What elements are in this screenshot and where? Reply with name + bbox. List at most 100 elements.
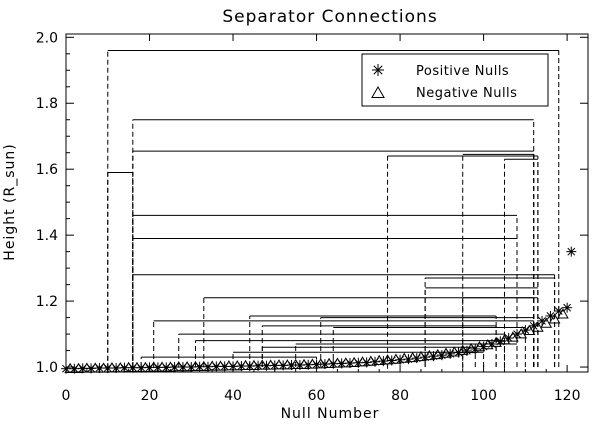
x-tick-label: 40 [224,388,242,404]
positive-null-point [261,360,272,371]
positive-null-point [545,310,556,321]
separator-connection [132,237,518,369]
asterisk-stroke [270,361,279,370]
separator-connection [132,150,535,369]
asterisk-stroke [429,352,438,361]
asterisk-stroke [279,361,288,370]
y-tick-label: 1.4 [36,228,58,244]
positive-null-point [219,361,230,372]
negative-null-point [264,359,277,370]
asterisk-stroke [245,362,254,370]
positive-null-point [453,347,464,358]
positive-null-point [428,351,439,362]
positive-null-point [303,359,314,370]
positive-null-point [319,359,330,370]
positive-null-point [553,305,564,316]
x-axis-title: Null Number [281,406,380,422]
positive-null-point [336,358,347,369]
asterisk-stroke [488,340,496,348]
negative-null-point [339,357,352,368]
asterisk-stroke [379,357,388,366]
negative-null-point [256,359,269,370]
negative-null-point [281,359,294,370]
y-axis-ticks: 1.0 1.2 1.4 1.6 1.8 2.0 [36,30,588,376]
asterisk-stroke [404,355,413,364]
positive-null-point [361,357,372,368]
asterisk-stroke [446,349,455,358]
asterisk-stroke [321,360,329,368]
positive-null-point [370,356,381,367]
asterisk-stroke [95,364,104,372]
negative-null-point [189,360,202,371]
positive-null-point [562,302,573,313]
asterisk-stroke [337,359,346,368]
asterisk-stroke [563,303,572,312]
negative-null-point [181,361,193,372]
positive-null-point [566,246,577,257]
asterisk-stroke [463,347,471,355]
negative-null-point [557,308,569,319]
negative-null-point [131,361,143,372]
asterisk-stroke [112,364,121,372]
asterisk-stroke [373,65,383,75]
asterisk-stroke [529,321,538,330]
negative-null-point [331,357,344,368]
negative-null-point [465,342,477,354]
x-tick-label: 0 [62,388,71,404]
negative-null-point [239,359,252,370]
asterisk-stroke [262,361,271,370]
asterisk-stroke [396,355,404,364]
asterisk-stroke [137,363,146,372]
asterisk-stroke [170,363,179,371]
separator-connection [503,158,539,369]
asterisk-stroke [70,364,79,373]
asterisk-stroke [120,363,129,372]
asterisk-stroke [454,348,463,357]
asterisk-stroke [78,364,87,373]
asterisk-stroke [204,362,212,371]
positive-null-point [328,358,339,369]
positive-null-point [495,336,506,347]
asterisk-stroke [567,247,576,256]
positive-null-point [411,353,422,364]
negative-null-point [273,359,285,370]
asterisk-stroke [496,337,505,346]
asterisk-stroke [479,342,488,351]
positive-null-point [344,358,355,369]
positive-null-point [253,360,264,371]
positive-null-point [278,360,289,371]
asterisk-stroke [128,363,137,372]
asterisk-stroke [387,356,396,365]
negative-null-point [314,358,327,369]
positive-null-point [169,362,180,373]
positive-null-point [286,360,297,371]
asterisk-stroke [371,357,379,366]
x-axis-ticks: 0 20 40 60 80 100 120 [62,34,581,404]
positive-null-point [395,354,406,365]
negative-null-point [348,356,361,368]
positive-null-point [94,363,105,374]
positive-null-point [445,348,456,359]
positive-null-point [244,361,255,372]
positive-null-point [528,320,539,331]
asterisk-stroke [504,334,513,342]
y-tick-label: 1.2 [36,294,58,310]
positive-null-point [470,343,481,354]
asterisk-stroke [195,362,204,371]
legend-asterisk-symbol [372,64,384,76]
y-tick-label: 2.0 [36,30,58,46]
positive-null-point [152,362,163,373]
positive-null-point [236,361,247,372]
asterisk-stroke [254,361,262,370]
asterisk-stroke [312,360,321,369]
positive-null-point [461,345,472,356]
asterisk-stroke [87,364,95,373]
legend-triangle-symbol [371,85,385,98]
asterisk-stroke [295,361,304,369]
negative-null-point [147,361,160,372]
asterisk-stroke [354,358,363,367]
asterisk-stroke [103,364,112,372]
positive-null-point [386,355,397,366]
x-tick-label: 120 [554,388,581,404]
